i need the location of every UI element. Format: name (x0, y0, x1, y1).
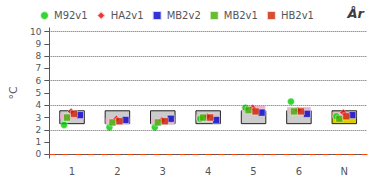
svg-text:M92v1: M92v1 (54, 10, 88, 21)
svg-text:1: 1 (36, 137, 42, 147)
svg-text:HB2v1: HB2v1 (281, 10, 314, 21)
svg-text:9: 9 (36, 39, 42, 49)
svg-text:MB2v2: MB2v2 (167, 10, 201, 21)
svg-text:N: N (341, 166, 348, 177)
svg-text:5: 5 (250, 166, 256, 177)
svg-text:8: 8 (36, 51, 42, 61)
svg-text:6: 6 (296, 166, 302, 177)
svg-text:6: 6 (36, 76, 42, 86)
svg-text:4: 4 (205, 166, 211, 177)
svg-text:3: 3 (36, 113, 42, 123)
svg-text:2: 2 (114, 166, 120, 177)
svg-text:3: 3 (160, 166, 166, 177)
svg-text:MB2v1: MB2v1 (224, 10, 258, 21)
svg-text:°C: °C (7, 86, 20, 100)
svg-text:1: 1 (69, 166, 75, 177)
svg-text:5: 5 (36, 88, 42, 98)
svg-text:4: 4 (36, 100, 42, 110)
svg-text:7: 7 (36, 63, 42, 73)
svg-text:0: 0 (36, 149, 42, 159)
svg-text:10: 10 (30, 27, 42, 37)
svg-text:År: År (347, 6, 366, 21)
svg-text:2: 2 (36, 125, 42, 135)
svg-text:HA2v1: HA2v1 (111, 10, 144, 21)
